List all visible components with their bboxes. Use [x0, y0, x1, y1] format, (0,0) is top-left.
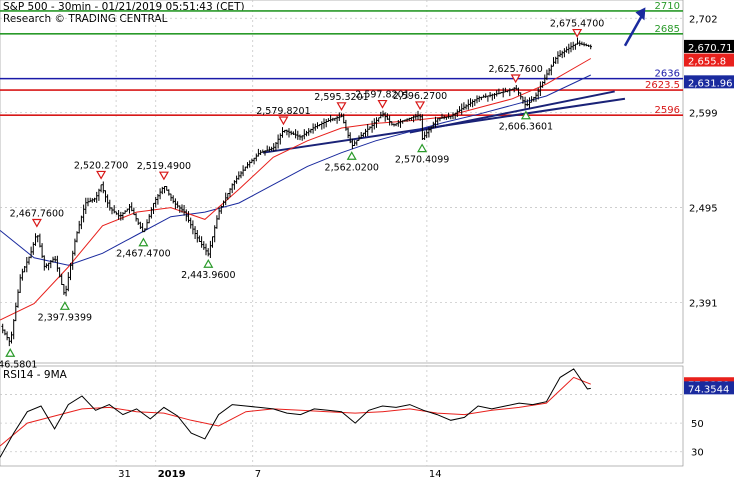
ma-fast-line	[0, 58, 592, 321]
level-label: 2596	[655, 105, 680, 116]
price-y-tick: 2,391	[689, 299, 718, 310]
time-x-tick: 7	[255, 469, 261, 480]
price-tag-label: 2,631.96	[688, 78, 733, 89]
swing-high-marker	[415, 101, 426, 111]
rsi-y-tick: 30	[691, 448, 704, 459]
swing-high-label: 2,520.2700	[74, 160, 128, 171]
price-y-tick: 2,599	[689, 108, 718, 119]
level-label: 2685	[655, 24, 680, 35]
swing-high-marker	[158, 171, 169, 181]
swing-high-label: 2,467.7600	[10, 208, 64, 219]
swing-low-marker	[5, 348, 16, 357]
chart-credit: Research © TRADING CENTRAL	[3, 13, 168, 25]
swing-high-label: 2,595.3201	[314, 92, 368, 103]
swing-high-marker	[31, 218, 42, 228]
price-y-tick: 2,495	[689, 204, 718, 215]
swing-low-label: 2,570.4099	[395, 155, 449, 166]
swing-low-label: 2,562.0200	[325, 162, 379, 173]
swing-low-marker	[203, 259, 214, 268]
price-tag-box	[684, 75, 734, 89]
swing-low-marker	[417, 143, 428, 153]
rsi-tag-box	[684, 381, 734, 395]
swing-high-label: 2,519.4900	[137, 161, 191, 172]
projection-arrow	[623, 14, 644, 47]
swing-high-marker	[377, 99, 388, 109]
swing-high-label: 2,579.8201	[256, 106, 310, 117]
rsi-y-tick: 50	[691, 419, 704, 430]
swing-high-label: 2,597.8201	[355, 90, 409, 101]
rsi-ma-line	[0, 376, 591, 447]
price-tag-box	[684, 39, 734, 53]
price-tag-box	[684, 53, 734, 67]
time-x-tick: 31	[118, 469, 131, 480]
rsi-tag-label: 74.3544	[688, 384, 729, 395]
rsi-panel-frame	[0, 365, 684, 467]
swing-low-marker	[520, 110, 531, 120]
swing-high-marker	[572, 28, 583, 38]
level-label: 2710	[655, 1, 680, 12]
swing-low-label: 2,443.9600	[181, 270, 235, 281]
swing-high-marker	[278, 116, 289, 126]
swing-high-marker	[96, 170, 107, 180]
swing-high-marker	[510, 74, 521, 84]
swing-low-label: 2,467.4700	[116, 249, 170, 260]
time-x-tick: 2019	[158, 469, 186, 480]
swing-high-label: 2,596.2700	[393, 91, 447, 102]
swing-high-label: 2,675.4700	[550, 19, 604, 30]
ma-slow-line	[0, 74, 592, 266]
swing-low-label: 2,606.3601	[499, 122, 553, 133]
swing-low-label: 2,397.9399	[38, 312, 92, 323]
chart-title: S&P 500 - 30min - 01/21/2019 05:51:43 (C…	[3, 1, 245, 13]
price-bars	[1, 37, 592, 347]
swing-low-marker	[346, 151, 357, 160]
rsi-label: RSI14 - 9MA	[3, 369, 67, 381]
swing-high-marker	[336, 102, 347, 112]
price-tag-label: 2,670.71	[688, 43, 733, 54]
swing-low-marker	[138, 237, 149, 247]
projection-arrowhead	[635, 7, 646, 21]
swing-low-label: 2,346.5801	[0, 359, 37, 370]
rsi-line	[0, 368, 591, 458]
price-panel-frame	[0, 0, 684, 364]
price-tag-label: 2,655.8	[688, 57, 726, 68]
swing-high-label: 2,625.7600	[488, 64, 542, 75]
level-label: 2636	[655, 69, 680, 80]
level-label: 2623.5	[645, 80, 680, 91]
swing-low-marker	[59, 301, 70, 310]
time-x-tick: 14	[429, 469, 442, 480]
price-y-tick: 2,702	[689, 14, 718, 25]
trend-line	[409, 90, 615, 134]
